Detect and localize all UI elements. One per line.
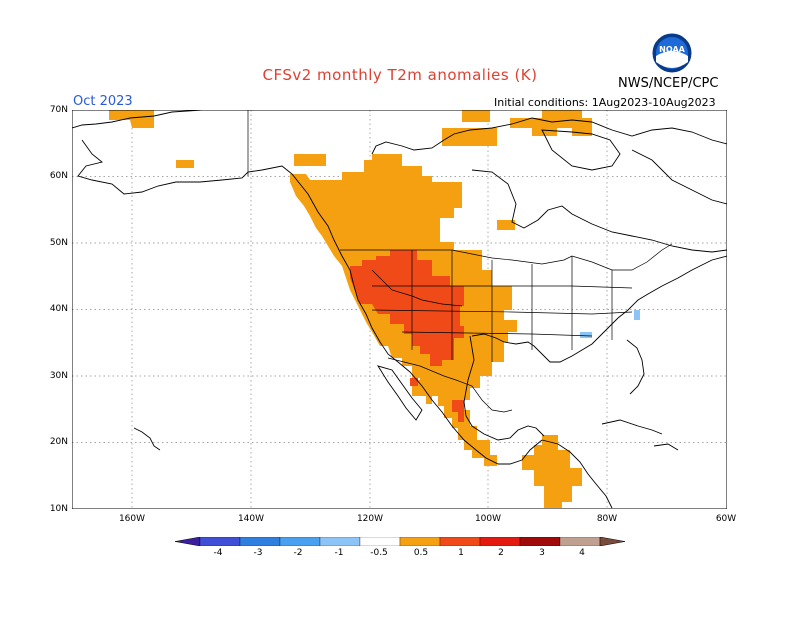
lon-label-120w: 120W — [356, 514, 384, 524]
colorbar-label-1: 1 — [458, 548, 464, 558]
lon-label-100w: 100W — [474, 514, 502, 524]
colorbar — [175, 537, 625, 546]
colorbar-label-2: 2 — [498, 548, 504, 558]
lon-label-80w: 80W — [596, 514, 618, 524]
colorbar-label-m4: -4 — [213, 548, 223, 558]
figure-title: CFSv2 monthly T2m anomalies (K) — [262, 66, 538, 84]
lon-label-160w: 160W — [118, 514, 146, 524]
colorbar-cell — [359, 537, 401, 546]
colorbar-label-4: 4 — [579, 548, 585, 558]
lat-label-50n: 50N — [49, 238, 68, 248]
colorbar-label-m3: -3 — [253, 548, 263, 558]
lat-label-10n: 10N — [49, 504, 68, 514]
anomaly-region-neg — [580, 310, 640, 338]
colorbar-arrow-low — [175, 537, 201, 546]
lat-label-60n: 60N — [49, 171, 68, 181]
lat-label-40n: 40N — [49, 304, 68, 314]
colorbar-cell — [479, 537, 521, 546]
colorbar-cell — [199, 537, 241, 546]
lon-label-60w: 60W — [715, 514, 737, 524]
colorbar-label-m0p5: -0.5 — [370, 548, 388, 558]
colorbar-cell — [559, 537, 601, 546]
colorbar-cell — [279, 537, 321, 546]
colorbar-label-m1: -1 — [334, 548, 344, 558]
lat-label-70n: 70N — [49, 105, 68, 115]
colorbar-label-m2: -2 — [293, 548, 303, 558]
colorbar-cell — [399, 537, 441, 546]
noaa-logo-icon: NOAA — [651, 32, 693, 74]
colorbar-cell — [239, 537, 281, 546]
anomaly-map — [72, 110, 727, 509]
org-label: NWS/NCEP/CPC — [618, 76, 719, 91]
colorbar-cell — [439, 537, 481, 546]
political-borders — [247, 110, 673, 413]
lat-label-20n: 20N — [49, 437, 68, 447]
colorbar-label-3: 3 — [539, 548, 545, 558]
svg-text:NOAA: NOAA — [659, 45, 685, 54]
anomaly-region-1-2 — [350, 250, 464, 422]
lon-label-140w: 140W — [237, 514, 265, 524]
colorbar-arrow-high — [599, 537, 625, 546]
colorbar-label-0p5: 0.5 — [413, 548, 429, 558]
colorbar-cell — [319, 537, 361, 546]
lat-label-30n: 30N — [49, 371, 68, 381]
colorbar-cell — [519, 537, 561, 546]
coastlines — [72, 110, 727, 509]
forecast-month: Oct 2023 — [73, 94, 133, 109]
initial-conditions: Initial conditions: 1Aug2023-10Aug2023 — [494, 96, 716, 109]
